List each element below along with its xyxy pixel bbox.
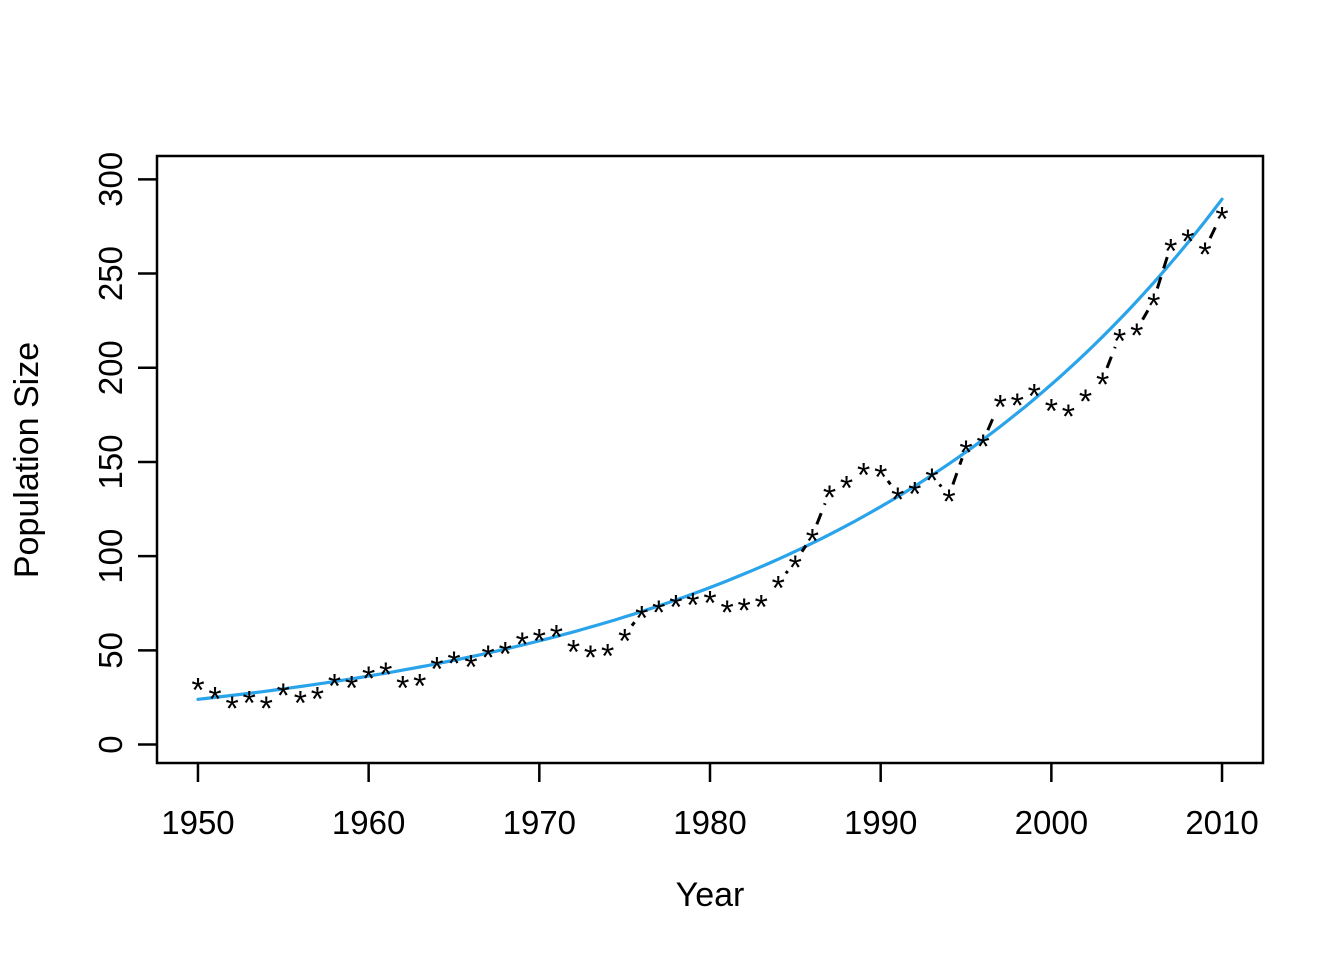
data-point-marker: * — [243, 684, 256, 722]
data-point-marker: * — [1215, 200, 1228, 238]
data-point-marker: * — [516, 626, 529, 664]
data-point-marker: * — [840, 470, 853, 508]
data-point-marker: * — [464, 649, 477, 687]
x-axis-title: Year — [676, 876, 745, 914]
y-axis-title: Population Size — [8, 342, 46, 578]
dashed-connector-segment — [815, 502, 827, 525]
data-point-marker: * — [311, 681, 324, 719]
x-axis-tick-label: 2000 — [1015, 804, 1088, 841]
dashed-connector-segment — [1105, 346, 1117, 369]
dashed-connector-segment — [938, 483, 943, 488]
dashed-connector-segment — [951, 457, 964, 485]
data-point-marker: * — [379, 656, 392, 694]
y-axis-tick-label: 0 — [92, 735, 129, 753]
data-point-marker: * — [481, 639, 494, 677]
data-point-marker: * — [567, 634, 580, 672]
data-point-marker: * — [499, 636, 512, 674]
data-point-marker: * — [260, 690, 273, 728]
data-point-marker: * — [635, 600, 648, 638]
data-point-marker: * — [396, 669, 409, 707]
y-axis-tick-label: 300 — [92, 152, 129, 207]
data-point-marker: * — [550, 619, 563, 657]
data-point-marker: * — [533, 622, 546, 660]
x-axis-tick-label: 1950 — [161, 804, 234, 841]
dashed-connector-segment — [1208, 223, 1219, 239]
data-point-marker: * — [1011, 387, 1024, 425]
exponential-fit-curve — [196, 197, 1224, 701]
dashed-connector-segment — [986, 412, 997, 431]
x-axis-tick-label: 1960 — [332, 804, 405, 841]
data-point-marker: * — [1045, 392, 1058, 430]
data-point-marker: * — [789, 549, 802, 587]
data-point-marker: * — [294, 684, 307, 722]
data-point-marker: * — [942, 483, 955, 521]
data-point-marker: * — [703, 585, 716, 623]
data-point-marker: * — [737, 592, 750, 630]
data-point-marker: * — [601, 637, 614, 675]
fit-curve-layer — [196, 197, 1224, 701]
dashed-connector-segment — [1141, 309, 1150, 321]
data-point-marker: * — [1113, 323, 1126, 361]
x-axis-tick-label: 2010 — [1185, 804, 1258, 841]
y-axis-tick-label: 50 — [92, 632, 129, 669]
x-axis-tick-label: 1970 — [503, 804, 576, 841]
data-point-marker: * — [1079, 383, 1092, 421]
x-axis-tick-label: 1980 — [673, 804, 746, 841]
data-point-marker: * — [755, 588, 768, 626]
y-axis-tick-label: 250 — [92, 246, 129, 301]
data-point-marker: * — [1062, 398, 1075, 436]
dashed-connector-segment — [784, 570, 789, 575]
dashed-connector-segment — [886, 480, 892, 486]
y-axis-tick-label: 200 — [92, 340, 129, 395]
data-point-marker: * — [994, 389, 1007, 427]
data-point-marker: * — [191, 671, 204, 709]
data-point-marker: * — [618, 622, 631, 660]
data-point-marker: * — [345, 669, 358, 707]
data-point-marker: * — [1028, 377, 1041, 415]
data-point-marker: * — [328, 668, 341, 706]
data-point-marker: * — [720, 594, 733, 632]
data-point-marker: * — [959, 434, 972, 472]
data-point-marker: * — [925, 462, 938, 500]
data-point-marker: * — [772, 570, 785, 608]
data-point-marker: * — [1198, 236, 1211, 274]
data-point-marker: * — [891, 481, 904, 519]
dashed-connector-layer — [630, 223, 1219, 627]
data-point-marker: * — [277, 677, 290, 715]
dashed-connector-segment — [1155, 256, 1169, 289]
data-point-marker: * — [208, 681, 221, 719]
data-point-marker: * — [1164, 232, 1177, 270]
dashed-connector-segment — [800, 544, 808, 553]
data-point-marker: * — [857, 457, 870, 495]
data-point-marker: * — [430, 651, 443, 689]
data-point-marker: * — [1181, 223, 1194, 261]
axis-ticks-layer: 1950 1960 1970 1980 1990 2000 2010 0 50 100 150 200… — [92, 152, 1259, 841]
data-point-marker: * — [823, 479, 836, 517]
data-point-marker: * — [686, 587, 699, 625]
data-point-marker: * — [447, 645, 460, 683]
data-point-marker: * — [806, 522, 819, 560]
data-point-marker: * — [669, 588, 682, 626]
data-point-marker: * — [1147, 287, 1160, 325]
x-axis-tick-label: 1990 — [844, 804, 917, 841]
data-point-marker: * — [1096, 366, 1109, 404]
data-point-marker: * — [584, 639, 597, 677]
y-axis-tick-label: 100 — [92, 529, 129, 584]
data-points-layer: * * * * * * * * * * * * * * * * * * * * * * * * * ** * * * * * * * **** * *… — [191, 200, 1228, 728]
data-point-marker: * — [225, 690, 238, 728]
data-point-marker: * — [1130, 317, 1143, 355]
data-point-marker: * — [652, 594, 665, 632]
data-point-marker: * — [908, 475, 921, 513]
data-point-marker: * — [874, 458, 887, 496]
data-point-marker: * — [976, 428, 989, 466]
dashed-connector-segment — [630, 621, 636, 627]
data-point-marker: * — [362, 660, 375, 698]
data-point-marker: * — [413, 668, 426, 706]
y-axis-tick-label: 150 — [92, 434, 129, 489]
